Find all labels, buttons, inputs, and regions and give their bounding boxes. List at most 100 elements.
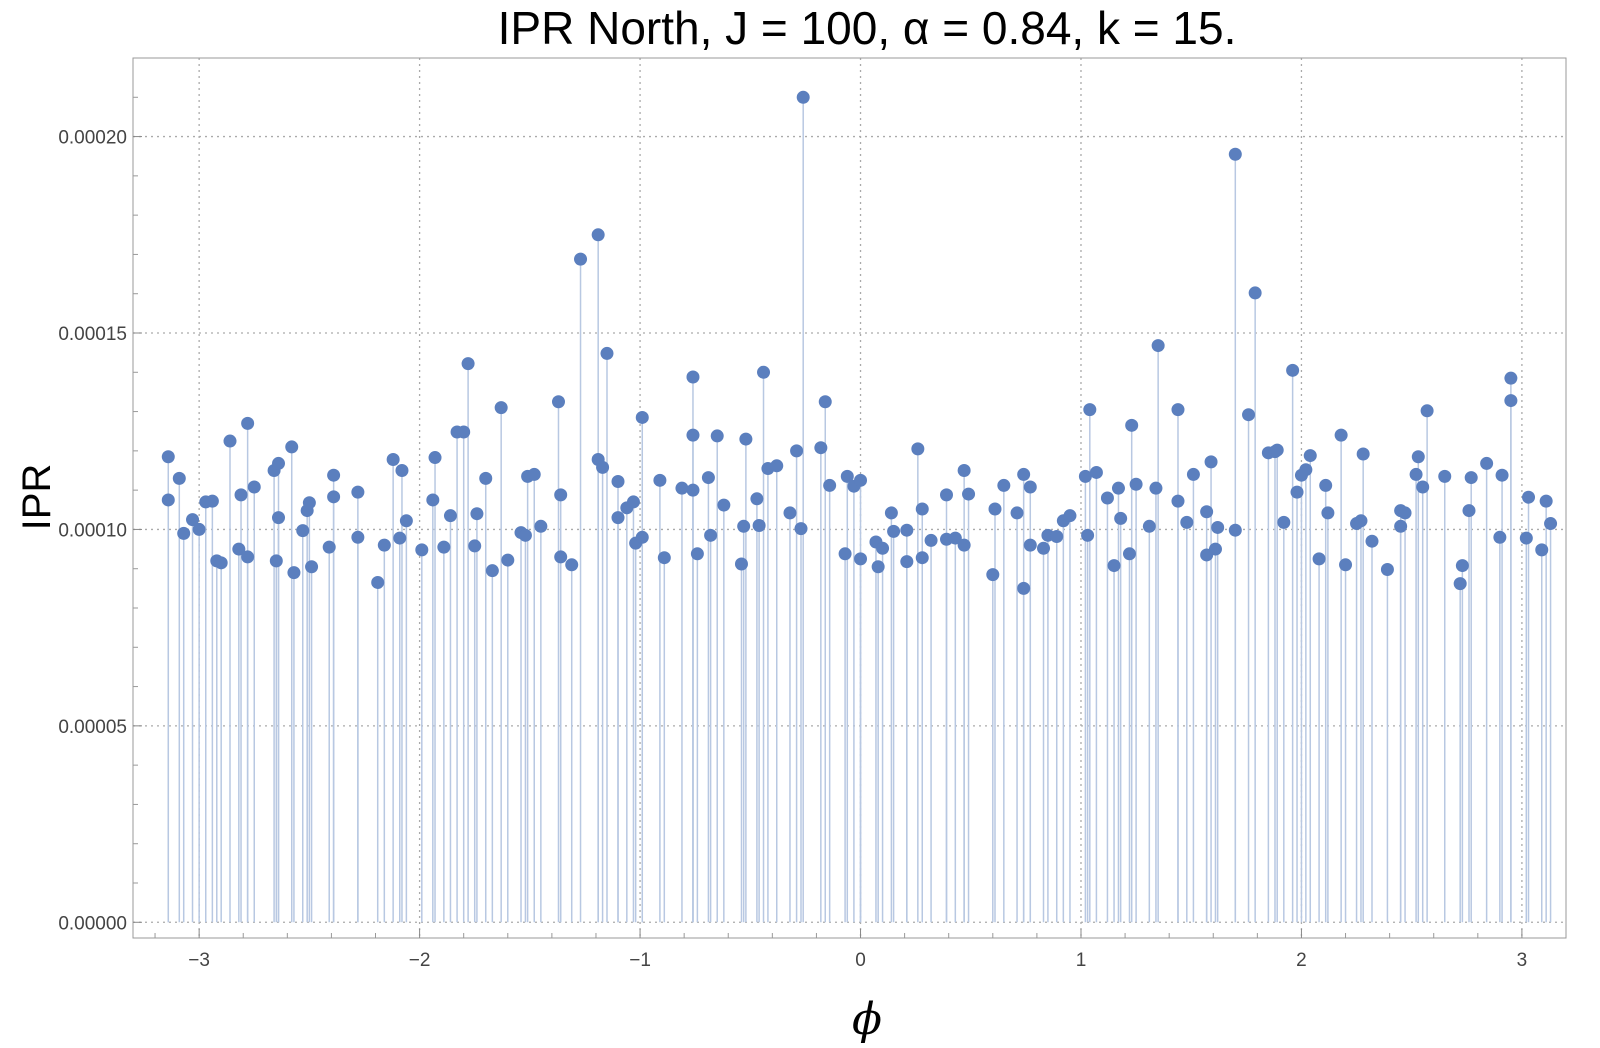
x-tick-label: 0 [855, 950, 866, 971]
data-point [1010, 506, 1024, 520]
data-point [1023, 480, 1037, 494]
data-point [1228, 523, 1242, 537]
data-point [900, 555, 914, 569]
data-point [611, 475, 625, 488]
data-point [351, 530, 365, 544]
data-point [205, 494, 219, 508]
data-point [1493, 530, 1507, 544]
data-point [653, 473, 667, 487]
data-points [161, 90, 1558, 595]
data-point [1242, 408, 1256, 422]
data-point [241, 416, 255, 430]
data-point [461, 357, 475, 371]
data-point [296, 524, 310, 538]
data-point [962, 487, 976, 501]
data-point [1129, 477, 1143, 491]
data-point [1078, 469, 1092, 483]
data-point [814, 441, 828, 455]
data-point [1142, 519, 1156, 533]
data-point [710, 429, 724, 443]
y-axis-ticks: 0.00000 0.00005 0.00010 0.00015 0.00020 [58, 57, 142, 934]
data-point [426, 493, 440, 507]
data-point [940, 488, 954, 502]
data-point [1321, 506, 1335, 520]
data-point [395, 464, 409, 477]
data-point [686, 370, 700, 384]
data-point [1083, 403, 1097, 417]
data-point [1149, 481, 1163, 495]
data-point [285, 440, 299, 454]
data-point [534, 519, 548, 533]
data-point [1535, 543, 1549, 557]
x-tick-label: 3 [1517, 950, 1528, 971]
data-point [1420, 404, 1434, 418]
data-point [854, 552, 868, 566]
data-point [757, 365, 771, 379]
data-point [957, 538, 971, 552]
data-point [1504, 394, 1518, 408]
chart-title: IPR North, J = 100, α = 0.84, k = 15. [498, 2, 1237, 54]
data-point [1504, 371, 1518, 385]
data-point [287, 566, 301, 580]
data-point [838, 547, 852, 561]
grid-lines [133, 58, 1566, 938]
data-point [327, 468, 341, 482]
data-point [518, 528, 532, 542]
data-point [1334, 428, 1348, 442]
data-point [686, 483, 700, 497]
data-point [840, 469, 854, 483]
x-tick-label: −1 [629, 950, 651, 971]
data-point [1186, 467, 1200, 481]
data-point [1180, 515, 1194, 529]
data-point [1365, 534, 1379, 548]
data-point [457, 425, 471, 439]
plot-frame [132, 57, 1567, 939]
data-point [1200, 505, 1214, 519]
data-point [790, 444, 804, 458]
data-point [1438, 469, 1452, 483]
data-point [177, 526, 191, 540]
data-point [1017, 581, 1031, 595]
data-point [1480, 456, 1494, 470]
data-point [1050, 530, 1064, 543]
stems [167, 97, 1552, 923]
data-point [915, 502, 929, 516]
data-point [1122, 547, 1136, 561]
data-point [887, 524, 901, 538]
data-point [823, 478, 837, 492]
data-point [635, 530, 649, 544]
data-point [1299, 463, 1313, 477]
data-point [1037, 541, 1051, 555]
data-point [551, 395, 565, 409]
data-point [305, 560, 319, 574]
data-point [717, 498, 731, 512]
data-point [1453, 577, 1467, 591]
data-point [232, 542, 246, 556]
data-point [554, 488, 568, 502]
y-tick-label: 0.00005 [58, 717, 127, 738]
data-point [223, 434, 237, 448]
data-point [1409, 467, 1423, 481]
data-point [675, 481, 689, 495]
data-point [437, 540, 451, 554]
data-point [739, 432, 753, 446]
data-point [783, 506, 797, 520]
y-tick-label: 0.00020 [58, 128, 127, 149]
data-point [1380, 563, 1394, 576]
data-point [1286, 363, 1300, 377]
data-point [161, 450, 175, 464]
data-point [986, 568, 1000, 582]
data-point [327, 490, 341, 504]
data-point [884, 506, 898, 520]
data-point [269, 554, 283, 568]
data-point [1462, 504, 1476, 518]
data-point [796, 90, 810, 104]
data-point [1356, 447, 1370, 461]
data-point [272, 511, 286, 525]
y-tick-label: 0.00010 [58, 520, 127, 541]
x-tick-label: 1 [1076, 950, 1087, 971]
data-point [1303, 449, 1317, 463]
data-point [596, 460, 610, 474]
data-point [1023, 538, 1037, 552]
data-point [214, 556, 228, 570]
